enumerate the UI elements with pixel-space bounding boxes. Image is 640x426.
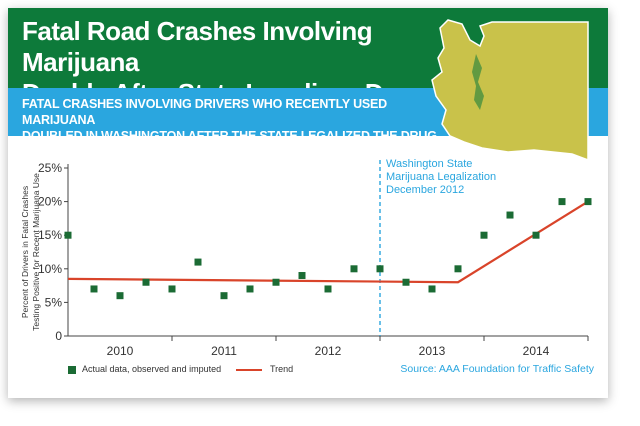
data-point bbox=[220, 292, 228, 300]
y-tick-label: 10% bbox=[38, 262, 62, 276]
subtitle-line-1: FATAL CRASHES INVOLVING DRIVERS WHO RECE… bbox=[22, 97, 388, 127]
infographic-card: Fatal Road Crashes Involving Marijuana D… bbox=[8, 8, 608, 398]
legend-trend: Trend bbox=[236, 364, 293, 374]
y-axis-title-line-2: Testing Positive for Recent Marijuana Us… bbox=[31, 173, 41, 331]
puget-sound-shape bbox=[472, 54, 484, 110]
legalization-label: December 2012 bbox=[386, 184, 464, 196]
data-point bbox=[142, 278, 150, 286]
y-tick-label: 5% bbox=[45, 295, 63, 309]
data-point bbox=[350, 265, 358, 273]
legalization-label: Washington State bbox=[386, 158, 472, 170]
legalization-label: Marijuana Legalization bbox=[386, 171, 496, 183]
scatter-series bbox=[64, 198, 592, 300]
legend-square-icon bbox=[68, 365, 76, 374]
data-point bbox=[584, 198, 592, 206]
data-point bbox=[168, 285, 176, 293]
legend-trend-label: Trend bbox=[270, 364, 294, 374]
x-tick-label: 2013 bbox=[419, 344, 446, 358]
trend-series bbox=[67, 200, 589, 284]
data-point bbox=[454, 265, 462, 273]
y-tick-label: 20% bbox=[38, 195, 62, 209]
legend-line-icon bbox=[236, 368, 262, 371]
data-point bbox=[376, 265, 384, 273]
data-point bbox=[402, 278, 410, 286]
source-note: Source: AAA Foundation for Traffic Safet… bbox=[400, 363, 594, 375]
data-point bbox=[64, 231, 72, 239]
data-point bbox=[480, 231, 488, 239]
y-tick-label: 25% bbox=[38, 161, 62, 175]
data-point bbox=[90, 285, 98, 293]
chart-axes: 0 5% 10% 15% 20% 25% 2010 2011 2012 2013 2014 bbox=[38, 161, 589, 358]
y-axis-title: Percent of Drivers in Fatal Crashes Testi… bbox=[20, 173, 41, 331]
x-tick-label: 2014 bbox=[523, 344, 550, 358]
subtitle-line-2: DOUBLED IN WASHINGTON AFTER THE STATE LE… bbox=[22, 129, 437, 159]
x-tick-label: 2012 bbox=[315, 344, 342, 358]
title-line-1: Fatal Road Crashes Involving Marijuana bbox=[22, 16, 373, 77]
x-tick-label: 2011 bbox=[211, 344, 237, 358]
subtitle: FATAL CRASHES INVOLVING DRIVERS WHO RECE… bbox=[22, 96, 442, 160]
y-axis-title-line-1: Percent of Drivers in Fatal Crashes bbox=[20, 186, 30, 318]
chart-plot: 0 5% 10% 15% 20% 25% 2010 2011 2012 2013 2014 Wash… bbox=[20, 158, 592, 358]
data-point bbox=[298, 272, 306, 280]
washington-state-shape bbox=[431, 19, 589, 162]
y-tick-label: 15% bbox=[38, 228, 62, 242]
data-point bbox=[532, 231, 540, 239]
data-point bbox=[116, 292, 124, 300]
legend-scatter: Actual data, observed and imputed bbox=[68, 364, 221, 374]
x-tick-label: 2010 bbox=[107, 344, 134, 358]
y-tick-label: 0 bbox=[55, 329, 62, 343]
data-point bbox=[194, 258, 202, 266]
data-point bbox=[272, 278, 280, 286]
data-point bbox=[246, 285, 254, 293]
washington-state-map-icon bbox=[431, 19, 589, 162]
data-point bbox=[324, 285, 332, 293]
legend-scatter-label: Actual data, observed and imputed bbox=[82, 364, 222, 374]
trend-line bbox=[67, 200, 589, 284]
data-point bbox=[558, 198, 566, 206]
data-point bbox=[428, 285, 436, 293]
data-point bbox=[506, 211, 514, 219]
